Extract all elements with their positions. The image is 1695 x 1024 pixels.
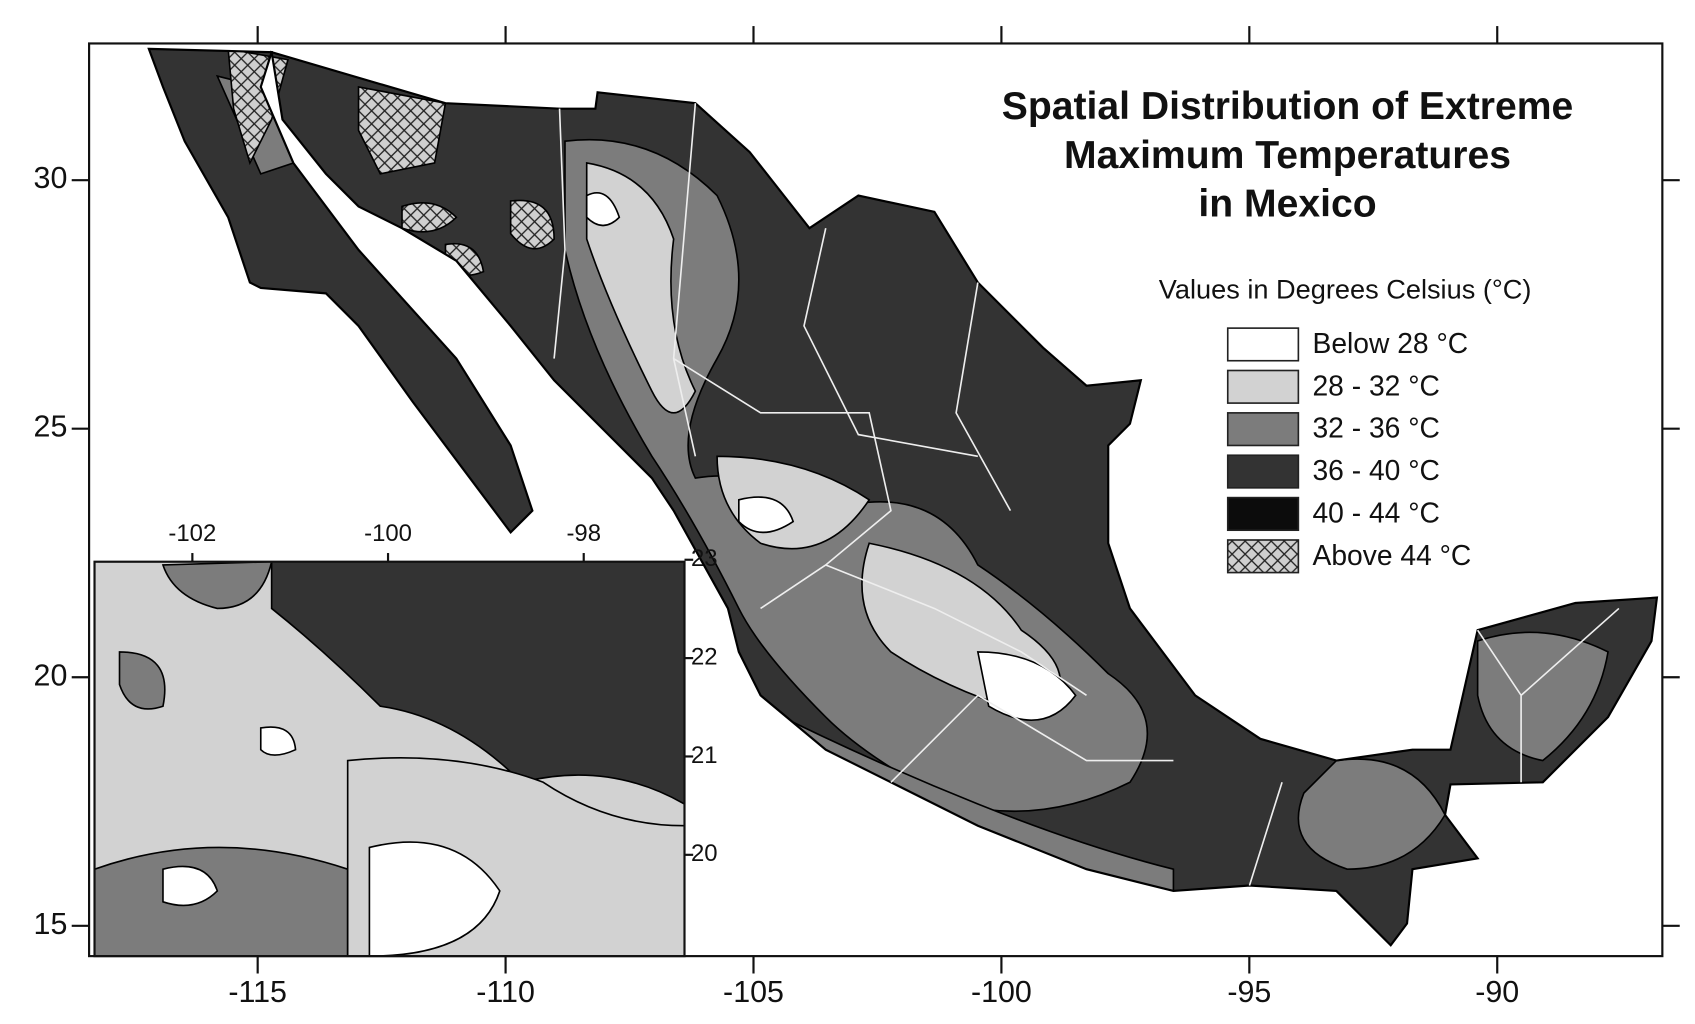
zone [162, 865, 219, 907]
zone [270, 561, 685, 805]
zone [259, 726, 297, 756]
inset-x-tick-label: -102 [168, 520, 216, 547]
legend: Below 28 °C 28 - 32 °C 32 - 36 °C 36 - 40 °… [1226, 327, 1471, 574]
zone [585, 192, 621, 227]
inset-border [93, 560, 686, 958]
zone [1476, 631, 1609, 762]
legend-label: 28 - 32 °C [1312, 369, 1439, 401]
title-line: Maximum Temperatures [1064, 134, 1511, 177]
title-line: Spatial Distribution of Extreme [1002, 85, 1574, 128]
legend-swatch [1226, 369, 1300, 404]
x-tick-label: -95 [1227, 975, 1271, 1009]
y-tick-label: 25 [34, 410, 68, 444]
y-tick-label: 20 [34, 658, 68, 692]
legend-swatch [1226, 496, 1300, 532]
title-line: in Mexico [1198, 183, 1376, 226]
legend-swatch [1226, 327, 1300, 362]
legend-label: Above 44 °C [1312, 539, 1471, 571]
coastline [147, 47, 1658, 947]
zone [1297, 758, 1446, 871]
map-frame [88, 42, 1664, 958]
zone [118, 651, 166, 710]
zone [401, 202, 458, 233]
zone [357, 85, 447, 175]
inset-y-tick-label: 20 [691, 840, 718, 867]
x-tick-label: -110 [476, 975, 535, 1009]
legend-swatch [1226, 454, 1300, 489]
x-tick-label: -100 [971, 975, 1032, 1009]
zone [509, 199, 555, 250]
inset-zones [94, 561, 685, 957]
legend-swatch [1226, 539, 1300, 574]
y-tick-label: 30 [34, 161, 68, 195]
legend-label: Below 28 °C [1312, 327, 1468, 359]
axes: -115 -110 -105 -100 -95 -90 15 20 25 30 -102 -100 -9… [34, 26, 1680, 1009]
inset-map [93, 560, 686, 958]
zone [161, 561, 273, 610]
x-tick-label: -115 [228, 975, 287, 1009]
zone [738, 496, 795, 534]
legend-label: 32 - 36 °C [1312, 412, 1439, 444]
figure-group: -115 -110 -105 -100 -95 -90 15 20 25 30 -102 -100 -9… [34, 26, 1680, 1009]
zone [368, 841, 501, 957]
state-borders [553, 103, 1620, 886]
inset-x-tick-label: -100 [364, 520, 412, 547]
temperature-zones [215, 48, 1609, 903]
inset-x-tick-label: -98 [566, 520, 601, 547]
x-tick-label: -90 [1475, 975, 1519, 1009]
legend-swatch [1226, 412, 1300, 447]
inset-y-tick-label: 21 [691, 742, 718, 769]
y-tick-label: 15 [34, 907, 68, 941]
x-tick-label: -105 [723, 975, 784, 1009]
inset-y-tick-label: 23 [691, 545, 718, 572]
zone [585, 162, 697, 414]
legend-title: Values in Degrees Celsius (°C) [1159, 273, 1532, 304]
zone [976, 651, 1077, 721]
inset-y-tick-label: 22 [691, 643, 718, 670]
legend-label: 36 - 40 °C [1312, 454, 1439, 486]
zone [94, 846, 349, 957]
legend-label: 40 - 44 °C [1312, 496, 1439, 528]
